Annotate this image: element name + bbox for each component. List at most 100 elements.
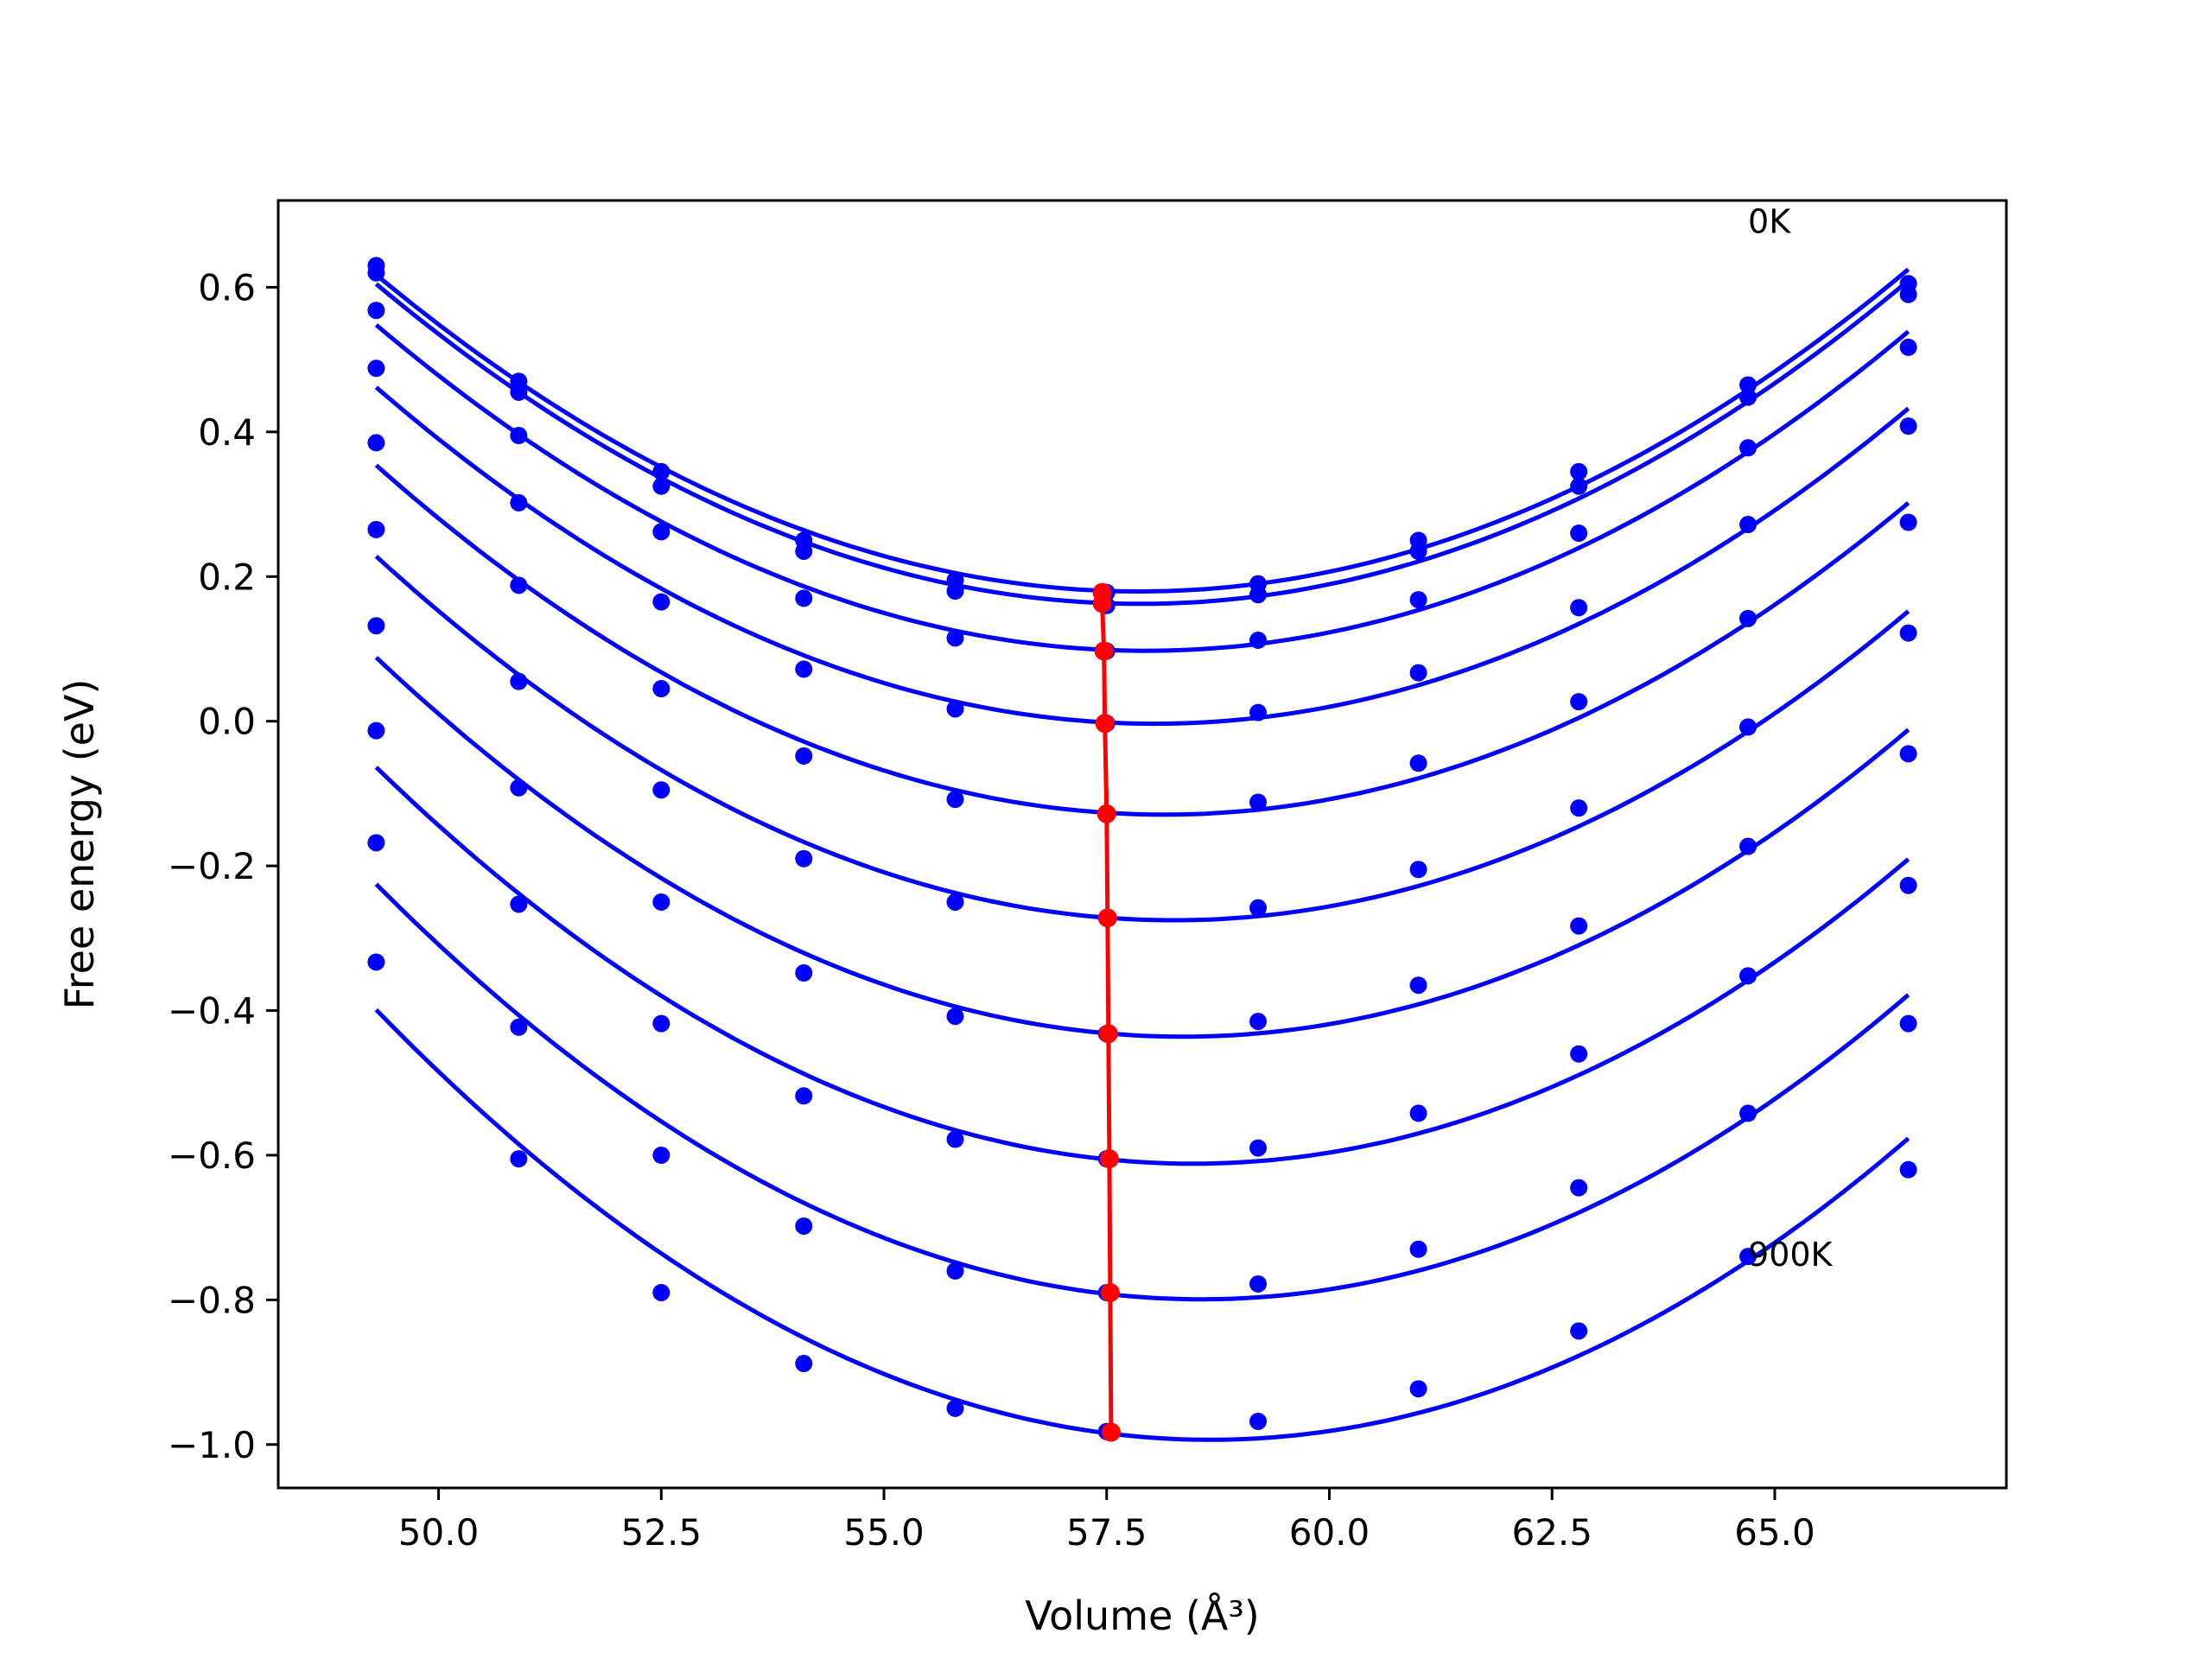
data-point bbox=[946, 700, 964, 718]
data-point bbox=[1249, 793, 1268, 811]
data-point bbox=[1739, 1248, 1758, 1266]
minimum-point bbox=[1101, 1422, 1121, 1442]
temperature-annotation: 0K bbox=[1748, 203, 1791, 241]
minima-layer bbox=[1092, 582, 1121, 1442]
data-point bbox=[367, 264, 385, 282]
data-point bbox=[1249, 1013, 1268, 1031]
data-point bbox=[1409, 591, 1427, 609]
fit-line bbox=[374, 766, 1910, 1166]
y-tick-label: 0.0 bbox=[198, 701, 256, 743]
data-point bbox=[1409, 1240, 1427, 1258]
plot-frame bbox=[276, 199, 2008, 1490]
data-point bbox=[510, 427, 528, 445]
data-point bbox=[1739, 516, 1758, 534]
data-point bbox=[946, 1399, 964, 1417]
data-point bbox=[795, 589, 813, 607]
data-point bbox=[510, 576, 528, 594]
data-point bbox=[1249, 703, 1268, 721]
series-8 bbox=[367, 834, 1917, 1302]
data-point bbox=[652, 593, 671, 611]
data-point bbox=[1570, 462, 1588, 480]
annotation-layer: 0K 900K bbox=[1748, 203, 1834, 1274]
data-point bbox=[1739, 609, 1758, 627]
data-point bbox=[795, 1217, 813, 1235]
data-point bbox=[1249, 1412, 1268, 1430]
x-tick-label: 60.0 bbox=[1289, 1511, 1370, 1554]
data-point bbox=[795, 660, 813, 678]
data-point bbox=[367, 834, 385, 852]
y-tick-label: −0.6 bbox=[168, 1135, 256, 1177]
y-tick-label: −0.8 bbox=[168, 1279, 256, 1321]
data-point bbox=[1409, 754, 1427, 772]
data-point bbox=[652, 1283, 671, 1301]
data-point bbox=[1899, 1014, 1917, 1033]
minimum-point bbox=[1094, 641, 1114, 661]
series-2 bbox=[367, 302, 1917, 660]
fit-line bbox=[374, 882, 1910, 1302]
x-tick-label: 55.0 bbox=[843, 1511, 925, 1554]
data-point bbox=[795, 1355, 813, 1373]
minimum-point bbox=[1096, 804, 1116, 823]
data-point bbox=[1899, 513, 1917, 531]
data-point bbox=[946, 1130, 964, 1148]
data-point bbox=[510, 1018, 528, 1036]
data-point bbox=[795, 1087, 813, 1105]
data-point bbox=[1570, 599, 1588, 617]
data-point bbox=[1570, 917, 1588, 935]
data-point bbox=[510, 493, 528, 512]
data-point bbox=[1570, 693, 1588, 711]
series-3 bbox=[367, 359, 1917, 733]
data-point bbox=[1739, 439, 1758, 457]
y-axis-ticks: 0.6 0.4 0.2 0.0 −0.2 −0.4 −0.6 −0.8 −1.0 bbox=[168, 266, 278, 1466]
x-tick-label: 50.0 bbox=[398, 1511, 480, 1554]
minimum-point bbox=[1097, 908, 1117, 928]
data-point bbox=[795, 542, 813, 560]
fit-line bbox=[374, 267, 1910, 594]
data-point bbox=[1739, 1104, 1758, 1122]
data-point bbox=[367, 520, 385, 538]
data-point bbox=[1249, 899, 1268, 917]
data-point bbox=[1409, 861, 1427, 879]
x-tick-label: 62.5 bbox=[1511, 1511, 1592, 1554]
data-point bbox=[367, 434, 385, 452]
data-point bbox=[510, 383, 528, 401]
temperature-annotation: 900K bbox=[1748, 1236, 1834, 1274]
minimum-point bbox=[1099, 1149, 1119, 1169]
data-point bbox=[1249, 586, 1268, 604]
data-point bbox=[510, 672, 528, 690]
series-1 bbox=[367, 264, 1917, 614]
x-tick-label: 65.0 bbox=[1734, 1511, 1815, 1554]
x-axis-ticks: 50.0 52.5 55.0 57.5 60.0 62.5 65.0 bbox=[398, 1488, 1815, 1554]
y-axis-label: Free energy (eV) bbox=[56, 679, 103, 1010]
fit-line bbox=[374, 385, 1910, 727]
series-6 bbox=[367, 617, 1917, 1043]
data-point bbox=[652, 1146, 671, 1164]
data-point bbox=[510, 1150, 528, 1168]
data-point bbox=[652, 781, 671, 799]
data-point bbox=[1739, 376, 1758, 394]
data-point bbox=[1409, 976, 1427, 995]
data-point bbox=[1899, 1160, 1917, 1179]
data-point bbox=[1739, 388, 1758, 406]
data-point bbox=[1570, 1179, 1588, 1197]
data-point bbox=[1409, 542, 1427, 560]
minimum-point bbox=[1100, 1282, 1120, 1302]
data-point bbox=[1570, 1045, 1588, 1063]
fit-line bbox=[374, 656, 1910, 1039]
data-point bbox=[795, 747, 813, 765]
data-point bbox=[510, 779, 528, 797]
data-point bbox=[1899, 876, 1917, 894]
data-point bbox=[367, 302, 385, 320]
data-point bbox=[652, 523, 671, 541]
data-point bbox=[367, 359, 385, 378]
data-point bbox=[946, 1262, 964, 1280]
data-point bbox=[367, 721, 385, 740]
data-point bbox=[1570, 1322, 1588, 1340]
data-point bbox=[652, 680, 671, 698]
data-point bbox=[652, 1014, 671, 1033]
data-point bbox=[1249, 1274, 1268, 1293]
fit-line bbox=[374, 555, 1910, 923]
data-point bbox=[1570, 524, 1588, 543]
series-4 bbox=[367, 434, 1917, 823]
